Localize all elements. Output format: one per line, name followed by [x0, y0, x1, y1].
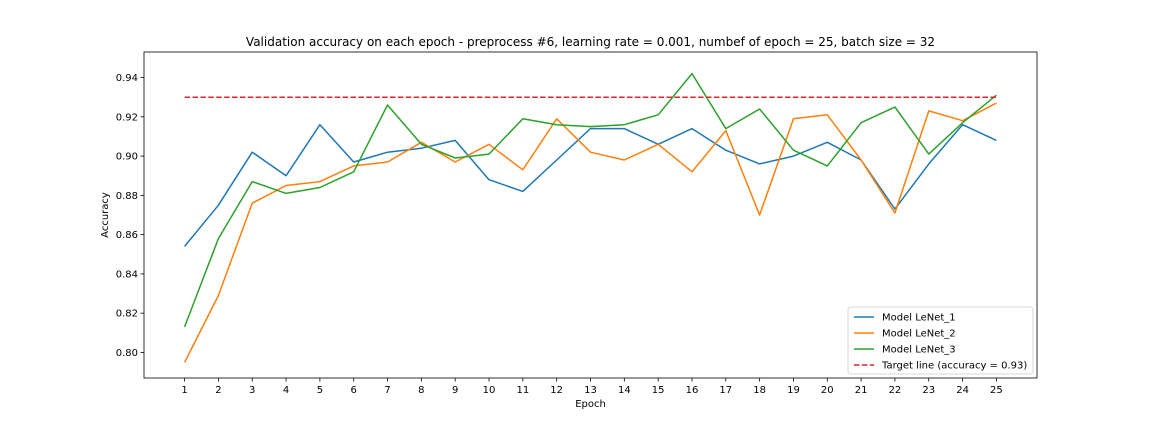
x-tick-label: 9 — [452, 385, 458, 396]
y-tick-label: 0.82 — [116, 309, 138, 320]
y-tick-label: 0.92 — [116, 112, 138, 123]
x-tick-label: 14 — [618, 385, 631, 396]
x-axis-label: Epoch — [575, 399, 606, 410]
chart-title: Validation accuracy on each epoch - prep… — [246, 35, 935, 49]
x-tick-label: 16 — [686, 385, 699, 396]
legend-label: Model LeNet_1 — [882, 313, 956, 324]
legend-box — [847, 306, 1034, 375]
legend-label: Model LeNet_3 — [882, 345, 956, 356]
x-tick-label: 3 — [249, 385, 255, 396]
legend-label: Model LeNet_2 — [882, 329, 956, 340]
x-tick-label: 15 — [652, 385, 665, 396]
legend-label: Target line (accuracy = 0.93) — [881, 361, 1027, 372]
x-tick-label: 2 — [215, 385, 221, 396]
x-tick-label: 21 — [855, 385, 868, 396]
x-tick-label: 19 — [787, 385, 800, 396]
x-tick-label: 10 — [483, 385, 496, 396]
x-tick-label: 1 — [181, 385, 187, 396]
x-tick-label: 25 — [990, 385, 1003, 396]
x-tick-label: 24 — [956, 385, 969, 396]
x-tick-label: 11 — [516, 385, 529, 396]
series-line-3 — [183, 72, 997, 328]
x-axis: 1 2 3 4 5 6 7 8 9 10 11 12 13 14 15 16 17 18 19 20 21 22 23 24 2… — [181, 378, 1003, 396]
x-tick-label: 23 — [922, 385, 935, 396]
x-tick-label: 18 — [753, 385, 766, 396]
x-tick-label: 20 — [821, 385, 834, 396]
x-tick-label: 4 — [283, 385, 289, 396]
y-tick-label: 0.86 — [116, 230, 138, 241]
legend: Model LeNet_1 Model LeNet_2 Model LeNet_3 T… — [847, 306, 1034, 375]
y-tick-label: 0.84 — [116, 269, 138, 280]
x-tick-label: 13 — [584, 385, 597, 396]
x-tick-label: 22 — [889, 385, 902, 396]
x-tick-label: 12 — [550, 385, 563, 396]
y-tick-label: 0.88 — [116, 191, 138, 202]
y-axis: 0.80 0.82 0.84 0.86 0.88 0.90 0.92 0.94 — [116, 73, 144, 359]
y-tick-label: 0.90 — [116, 152, 138, 163]
x-tick-label: 7 — [384, 385, 390, 396]
x-tick-label: 6 — [351, 385, 357, 396]
x-tick-label: 8 — [418, 385, 424, 396]
x-tick-label: 5 — [317, 385, 323, 396]
x-tick-label: 17 — [719, 385, 732, 396]
y-tick-label: 0.94 — [116, 73, 138, 84]
y-tick-label: 0.80 — [116, 348, 138, 359]
y-axis-label: Accuracy — [100, 192, 111, 238]
series-line-1 — [184, 123, 997, 247]
series-line-2 — [183, 102, 997, 363]
series-layer — [183, 72, 997, 363]
